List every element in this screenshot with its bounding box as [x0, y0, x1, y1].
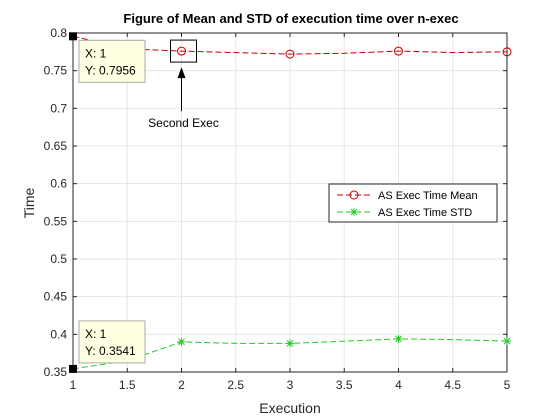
- legend-box: [328, 183, 498, 223]
- annotation-layer: Second Exec: [148, 39, 219, 130]
- data-point: [503, 337, 511, 346]
- datatip-y-text: Y: 0.3541: [85, 344, 136, 358]
- legend-entry: AS Exec Time STD: [337, 207, 472, 219]
- x-tick-label: 4.5: [444, 378, 461, 392]
- x-tick-label: 3.5: [336, 378, 353, 392]
- datatip-box: [78, 39, 146, 83]
- datatip-marker: [69, 364, 77, 373]
- x-tick-label: 4: [395, 378, 402, 392]
- datatip-x-text: X: 1: [85, 327, 107, 341]
- legend-label: AS Exec Time Mean: [378, 190, 478, 202]
- y-tick-label: 0.45: [44, 290, 68, 304]
- chart-title: Figure of Mean and STD of execution time…: [123, 11, 458, 26]
- datatip-box: [78, 320, 146, 364]
- annotation-text: Second Exec: [148, 116, 219, 130]
- x-tick-label: 2: [178, 378, 185, 392]
- y-tick-labels: 0.35 0.4 0.45 0.5 0.55 0.6 0.65 0.7 0.75 0.8: [44, 26, 68, 379]
- y-tick-label: 0.35: [44, 365, 68, 379]
- y-tick-label: 0.75: [44, 64, 68, 78]
- data-point: [394, 46, 403, 56]
- legend-marker: [349, 190, 359, 200]
- datatip-2: X: 1 Y: 0.3541: [69, 320, 146, 373]
- y-axis-label: Time: [21, 187, 37, 218]
- x-tick-label: 1.5: [119, 378, 136, 392]
- data-point: [394, 334, 403, 343]
- datatip-x-text: X: 1: [85, 46, 107, 60]
- y-tick-label: 0.4: [50, 327, 67, 341]
- legend-label: AS Exec Time STD: [378, 207, 472, 219]
- data-point: [286, 339, 294, 348]
- datatip-1: X: 1 Y: 0.7956: [69, 32, 146, 83]
- annotation-box: [170, 39, 197, 63]
- x-tick-labels: 1 1.5 2 2.5 3 3.5 4 4.5 5: [70, 378, 511, 392]
- legend-marker: [350, 208, 358, 216]
- data-point: [177, 46, 186, 56]
- data-point: [502, 47, 512, 57]
- y-tick-label: 0.8: [50, 26, 67, 40]
- x-tick-label: 3: [287, 378, 294, 392]
- x-tick-label: 1: [70, 378, 77, 392]
- y-tick-label: 0.5: [50, 252, 67, 266]
- x-tick-label: 2.5: [227, 378, 244, 392]
- data-point: [177, 337, 186, 346]
- datatip-marker: [69, 32, 77, 41]
- x-tick-label: 5: [504, 378, 511, 392]
- datatip-layer: X: 1 Y: 0.7956 X: 1 Y: 0.3541: [69, 32, 146, 373]
- datatip-y-text: Y: 0.7956: [85, 63, 136, 77]
- data-point: [285, 49, 295, 59]
- legend-entry: AS Exec Time Mean: [337, 190, 478, 202]
- legend: AS Exec Time Mean AS Exec Time STD: [328, 183, 498, 223]
- y-tick-label: 0.7: [50, 101, 67, 115]
- annotation-arrow-head: [177, 67, 186, 79]
- y-tick-label: 0.6: [50, 177, 67, 191]
- y-tick-label: 0.65: [44, 139, 68, 153]
- x-axis-label: Execution: [259, 400, 320, 416]
- y-tick-label: 0.55: [44, 214, 68, 228]
